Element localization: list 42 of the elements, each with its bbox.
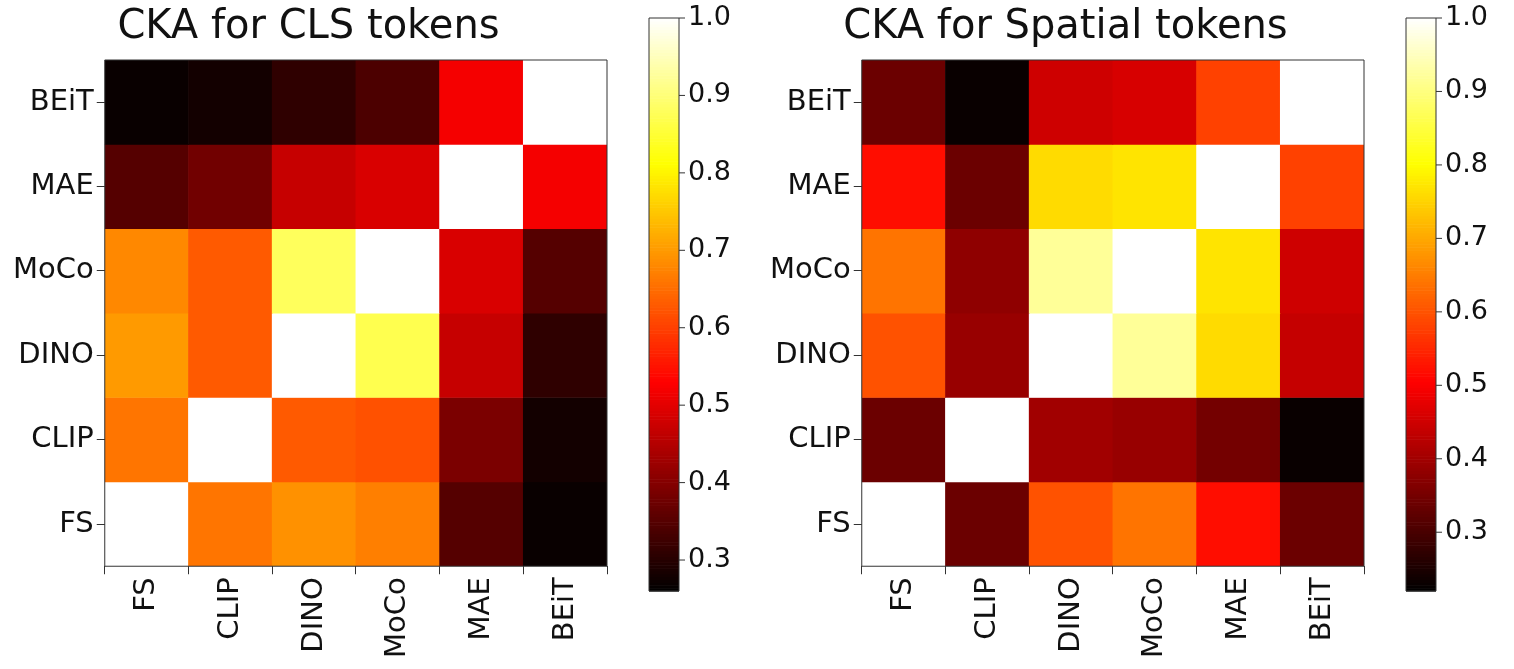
color-bar-label: 0.8 — [1445, 146, 1488, 178]
x-tick-label: MAE — [461, 577, 496, 641]
x-tick-label: BEiT — [545, 576, 580, 642]
color-bar-label: 0.4 — [688, 464, 731, 496]
y-tick-label: CLIP — [31, 420, 94, 455]
x-tick-label: MoCo — [378, 577, 413, 659]
y-tick-label: MoCo — [769, 251, 851, 286]
chart-title: CKA for Spatial tokens — [843, 1, 1288, 48]
y-tick-label: MAE — [787, 167, 851, 202]
y-tick-label: BEiT — [786, 82, 852, 117]
color-bar-label: 0.7 — [1445, 220, 1488, 252]
y-tick-label: BEiT — [29, 82, 95, 117]
x-tick-label: DINO — [294, 577, 329, 653]
x-tick-label: CLIP — [210, 577, 245, 640]
color-bar-label: 0.3 — [688, 542, 731, 574]
x-tick-label: MAE — [1218, 577, 1253, 641]
y-tick-label: MoCo — [12, 251, 94, 286]
color-bar-label: 0.9 — [688, 77, 731, 109]
color-bar-label: 0.7 — [688, 232, 731, 264]
color-bar-label: 1.0 — [1445, 0, 1488, 32]
color-bar-label: 0.3 — [1445, 514, 1488, 546]
color-bar-label: 1.0 — [688, 0, 731, 32]
x-tick-label: FS — [127, 577, 162, 612]
x-tick-label: FS — [884, 577, 919, 612]
color-bar-label: 0.6 — [1445, 293, 1488, 325]
y-tick-label: FS — [59, 504, 94, 539]
y-tick-label: CLIP — [788, 420, 851, 455]
color-bar-label: 0.8 — [688, 154, 731, 186]
y-tick-label: DINO — [18, 335, 94, 370]
color-bar-label: 0.6 — [688, 309, 731, 341]
x-tick-label: DINO — [1051, 577, 1086, 653]
x-tick-label: CLIP — [967, 577, 1002, 640]
y-tick-label: FS — [816, 504, 851, 539]
y-tick-label: DINO — [775, 335, 851, 370]
color-bar-label: 0.5 — [1445, 367, 1488, 399]
chart-title: CKA for CLS tokens — [117, 1, 500, 48]
color-bar-label: 0.5 — [688, 387, 731, 419]
x-tick-label: MoCo — [1135, 577, 1170, 659]
color-bar-label: 0.4 — [1445, 440, 1488, 472]
x-tick-label: BEiT — [1302, 576, 1337, 642]
color-bar-label: 0.9 — [1445, 73, 1488, 105]
y-tick-label: MAE — [30, 167, 94, 202]
